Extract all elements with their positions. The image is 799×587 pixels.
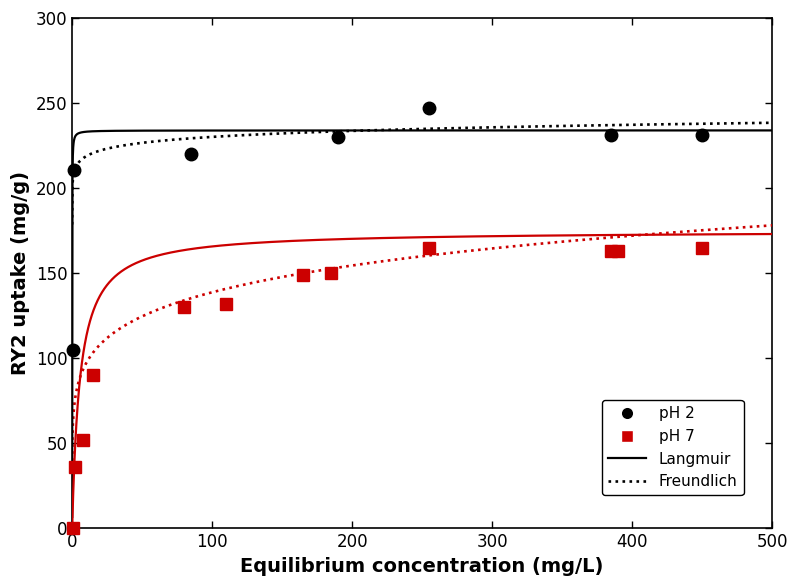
pH 7 [326, 270, 336, 277]
Freundlich [407, 126, 417, 133]
Langmuir [618, 127, 628, 134]
pH 2 [698, 132, 707, 139]
Y-axis label: RY2 uptake (mg/g): RY2 uptake (mg/g) [11, 171, 30, 375]
pH 7 [68, 524, 78, 531]
Langmuir [767, 127, 777, 134]
Langmuir [103, 127, 113, 134]
X-axis label: Equilibrium concentration (mg/L): Equilibrium concentration (mg/L) [240, 557, 604, 576]
pH 7 [179, 304, 189, 311]
Langmuir [747, 127, 757, 134]
Line: Langmuir: Langmuir [72, 130, 772, 517]
Langmuir [67, 514, 77, 521]
pH 7 [89, 372, 98, 379]
pH 7 [606, 248, 616, 255]
pH 7 [614, 248, 623, 255]
Freundlich [103, 145, 113, 152]
Line: Freundlich: Freundlich [72, 123, 772, 224]
pH 7 [78, 437, 88, 444]
Line: pH 2: pH 2 [66, 102, 709, 356]
Legend: pH 2, pH 7, Langmuir, Freundlich: pH 2, pH 7, Langmuir, Freundlich [602, 400, 744, 495]
Freundlich [767, 119, 777, 126]
pH 2 [186, 151, 196, 158]
Freundlich [618, 122, 628, 129]
pH 2 [424, 104, 434, 112]
pH 2 [70, 166, 79, 173]
pH 7 [221, 301, 231, 308]
Freundlich [389, 126, 399, 133]
Freundlich [747, 120, 757, 127]
Freundlich [67, 221, 77, 228]
Langmuir [389, 127, 399, 134]
pH 2 [68, 346, 78, 353]
pH 7 [70, 464, 80, 471]
pH 7 [424, 244, 434, 251]
Freundlich [747, 120, 757, 127]
Langmuir [747, 127, 757, 134]
pH 2 [606, 132, 616, 139]
Langmuir [407, 127, 417, 134]
pH 2 [333, 134, 343, 141]
pH 7 [298, 271, 308, 278]
pH 7 [698, 244, 707, 251]
Line: pH 7: pH 7 [67, 242, 708, 533]
